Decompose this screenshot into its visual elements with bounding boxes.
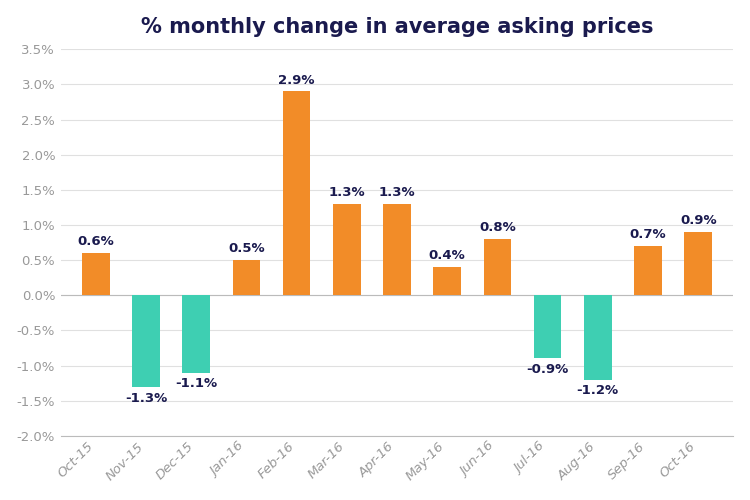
Bar: [232, 260, 260, 295]
Text: -1.2%: -1.2%: [577, 384, 619, 398]
Text: 1.3%: 1.3%: [328, 186, 365, 199]
Text: 0.9%: 0.9%: [680, 214, 716, 227]
Text: 0.8%: 0.8%: [479, 221, 516, 234]
Text: 1.3%: 1.3%: [379, 186, 416, 199]
Bar: [484, 239, 512, 295]
Bar: [634, 246, 662, 295]
Title: % monthly change in average asking prices: % monthly change in average asking price…: [141, 16, 653, 36]
Text: 0.4%: 0.4%: [429, 249, 466, 262]
Bar: [283, 92, 310, 295]
Bar: [534, 295, 562, 358]
Bar: [132, 295, 160, 386]
Text: -1.1%: -1.1%: [176, 378, 217, 390]
Text: 0.7%: 0.7%: [630, 228, 666, 241]
Bar: [182, 295, 210, 372]
Text: 0.5%: 0.5%: [228, 242, 265, 255]
Bar: [685, 232, 712, 295]
Text: -0.9%: -0.9%: [526, 364, 568, 376]
Bar: [82, 253, 110, 295]
Text: -1.3%: -1.3%: [125, 392, 167, 404]
Bar: [383, 204, 411, 295]
Text: 0.6%: 0.6%: [77, 235, 114, 248]
Text: 2.9%: 2.9%: [278, 74, 315, 86]
Bar: [333, 204, 361, 295]
Bar: [584, 295, 611, 380]
Bar: [433, 267, 461, 295]
